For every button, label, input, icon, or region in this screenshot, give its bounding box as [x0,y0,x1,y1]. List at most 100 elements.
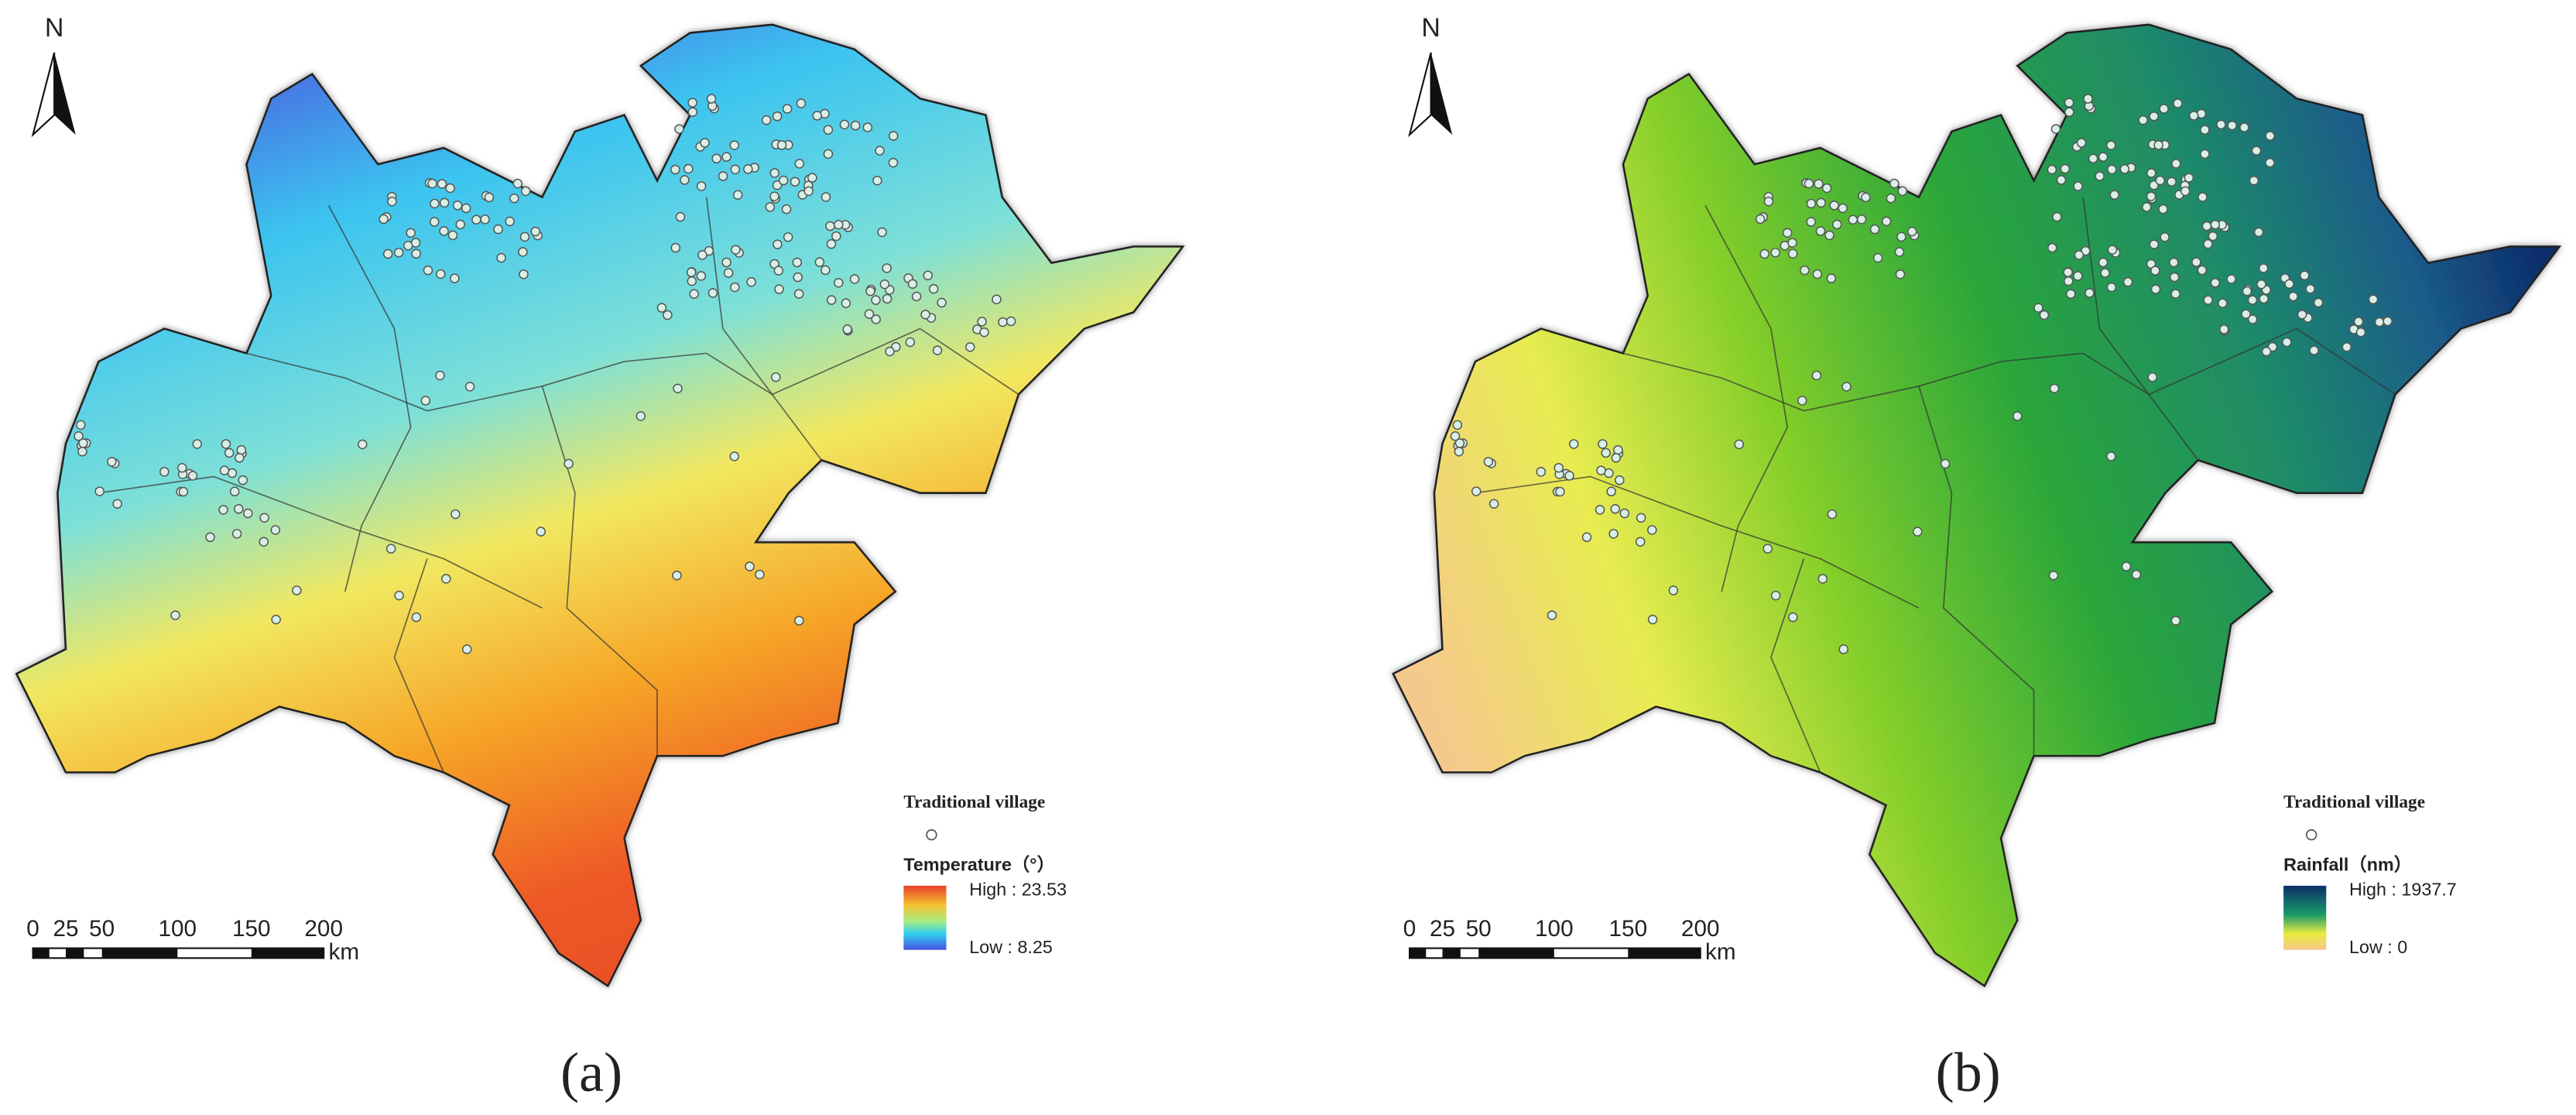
village-dot [1848,214,1858,225]
village-dot [2197,265,2208,276]
boundary-line [1704,204,1789,592]
village-dot [920,309,930,320]
village-dot [1647,614,1658,625]
boundary-line [2082,197,2199,461]
village-dot [1841,382,1852,392]
boundary-line [705,197,822,461]
village-dot [1886,193,1896,204]
village-dot [509,193,519,204]
village-dot [406,228,416,238]
village-dot [814,257,825,267]
village-dot [107,457,117,467]
village-dot [689,289,700,299]
village-dot [1601,448,1611,458]
village-dot [1471,486,1482,496]
panel-caption: (a) [560,1041,622,1103]
village-dot [826,295,837,305]
village-dot [530,226,541,237]
village-dot [2064,98,2074,108]
village-dot [2313,297,2324,308]
village-dot [820,192,831,202]
village-dot [711,153,721,164]
village-dot [484,192,495,203]
village-dot [932,345,943,355]
village-dot [1827,509,1838,520]
village-dot [875,146,885,156]
village-dot [2249,175,2259,186]
boundary-line [2082,328,2396,396]
scale-bar-segment [251,948,324,959]
village-dot [420,396,431,406]
village-dot [1755,214,1766,225]
village-dot [2227,120,2237,131]
village-dot [871,314,881,324]
boundary-line [706,328,1019,396]
village-dot [238,475,248,485]
village-dot [112,499,122,509]
village-dot [937,297,947,308]
village-dot [1555,486,1565,497]
village-dot [2149,112,2159,122]
village-dot [674,124,684,134]
village-dot [2073,181,2083,191]
village-dot [730,164,741,175]
village-dot [235,453,245,463]
village-dot [794,616,804,626]
village-dot [1826,273,1837,283]
village-dot [2153,140,2163,150]
village-dot [923,270,933,280]
village-dot [1832,219,1842,230]
village-dot [2288,291,2298,302]
village-dot [1595,505,1605,515]
village-dot [2158,204,2168,214]
village-dot [2122,276,2133,287]
village-dot [1483,457,1494,467]
village-dot [461,203,471,214]
village-dot [864,309,875,319]
village-dot [2149,180,2159,190]
village-dot [394,590,404,601]
village-dot [231,529,242,539]
village-dot [1829,201,1839,211]
village-dot [411,249,421,259]
village-dot [411,612,422,623]
village-dot [2138,115,2148,125]
village-dot [879,279,890,290]
village-dot [430,198,440,209]
scale-label: 200 [1681,916,1720,942]
village-dot [450,273,460,283]
village-dot [2131,569,2142,580]
scale-bar-segment [101,948,178,959]
village-dot [2265,131,2275,141]
village-dot [723,268,734,278]
scale-bar-segment [1628,948,1701,959]
village-dot [518,247,528,257]
village-dot [2056,175,2067,185]
village-dot [385,544,396,554]
village-dot [464,382,475,392]
village-dot [2150,284,2161,294]
boundary-line [327,204,412,592]
village-dot [2095,171,2105,181]
village-dot [1668,585,1679,595]
village-dot [2047,242,2057,253]
village-dot [423,265,433,276]
village-dot [445,183,455,194]
village-dot [696,181,707,191]
village-dot [2218,298,2228,308]
village-dot [2173,98,2183,108]
village-dot [731,245,741,255]
village-dot [1647,525,1657,535]
village-dot [769,191,779,201]
village-dot [270,525,281,535]
village-dot [461,644,472,654]
village-dot [998,317,1008,328]
village-dot [1896,232,1906,242]
village-dot [2047,164,2057,175]
village-dot [427,178,437,189]
village-dot [793,272,803,283]
village-dot [2242,286,2252,297]
village-dot [979,327,989,338]
village-dot [505,216,515,227]
